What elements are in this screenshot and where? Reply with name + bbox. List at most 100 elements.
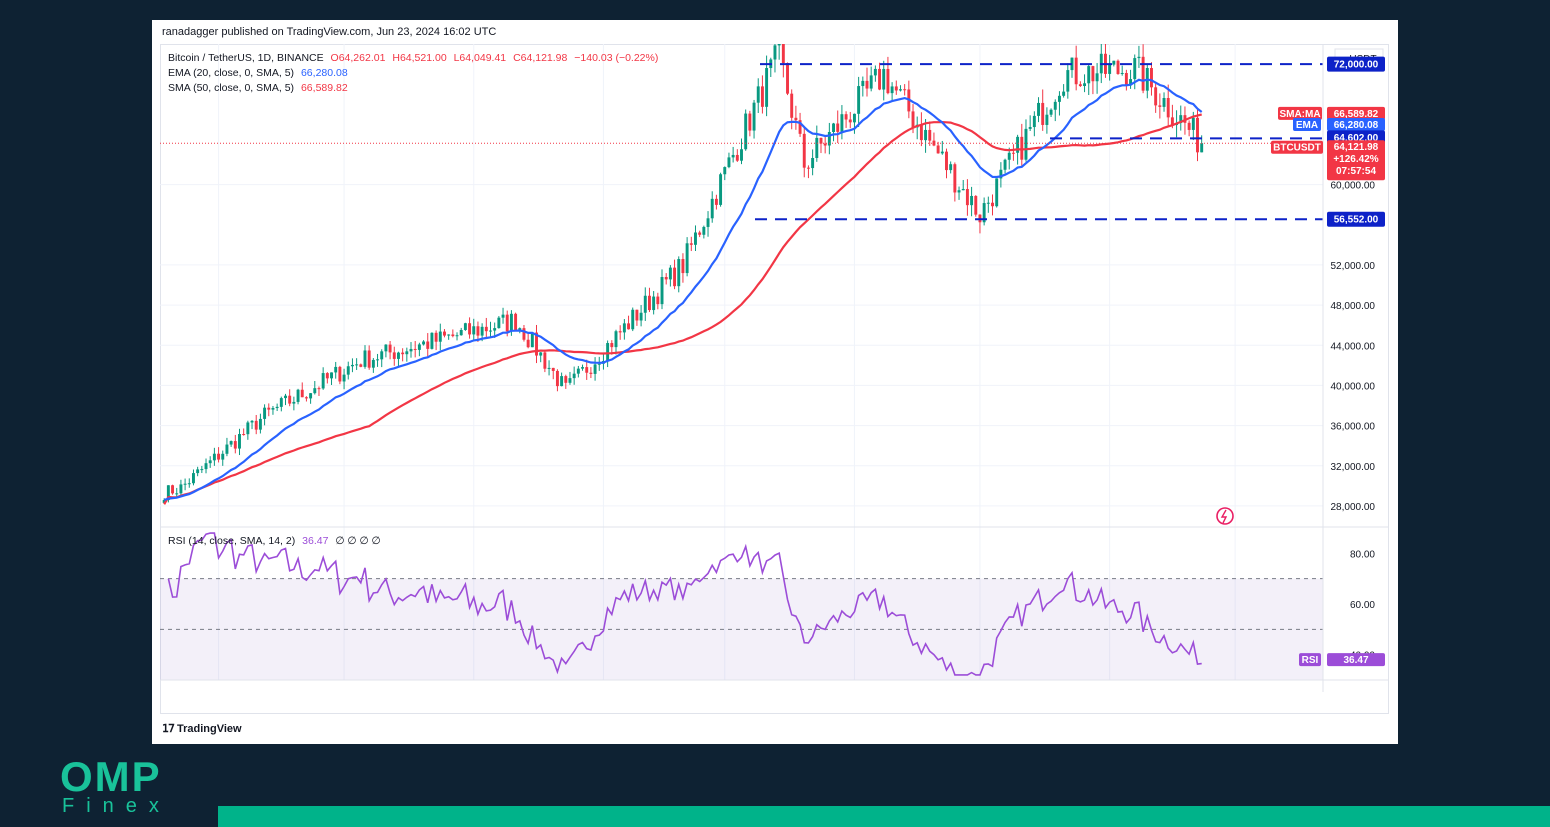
candle-body bbox=[723, 167, 727, 175]
candle-body bbox=[1158, 105, 1162, 107]
candle-body bbox=[229, 441, 233, 445]
candle-body bbox=[694, 232, 697, 245]
candle-body bbox=[1129, 79, 1133, 86]
candle-body bbox=[865, 80, 869, 89]
candle-body bbox=[1032, 115, 1036, 128]
candle-body bbox=[848, 119, 852, 123]
candle-body bbox=[526, 339, 530, 348]
candle-body bbox=[279, 398, 283, 407]
candle-body bbox=[405, 351, 409, 355]
candle-body bbox=[1087, 66, 1091, 84]
candle-body bbox=[1141, 56, 1145, 91]
candle-body bbox=[710, 198, 714, 219]
candle-body bbox=[618, 331, 622, 333]
candle-body bbox=[451, 334, 455, 337]
candle-body bbox=[1011, 152, 1015, 154]
candle-body bbox=[371, 359, 375, 368]
legend-close: C64,121.98 bbox=[513, 52, 568, 64]
candle-body bbox=[643, 295, 647, 313]
candle-body bbox=[928, 129, 932, 141]
candle-body bbox=[664, 277, 668, 280]
tradingview-logo[interactable]: 𝟣𝟩 TradingView bbox=[162, 722, 242, 735]
price-chart[interactable]: 60,000.00 52,000.00 48,000.00 44,000.00 40,0… bbox=[160, 44, 1390, 692]
candle-body bbox=[233, 441, 237, 449]
candle-body bbox=[961, 189, 965, 191]
candle-body bbox=[367, 350, 371, 368]
candle-body bbox=[1007, 152, 1011, 160]
candle-body bbox=[647, 295, 651, 311]
candle-body bbox=[668, 267, 672, 280]
tag-ema-label-bg bbox=[1293, 118, 1321, 132]
candle-body bbox=[1095, 73, 1099, 82]
candle-body bbox=[530, 332, 534, 348]
candle-body bbox=[346, 366, 350, 375]
candle-body bbox=[463, 323, 467, 330]
price-tags: 72,000.00 SMA:MA 66,589.82 EMA 66,280.08 64,6… bbox=[1216, 56, 1385, 667]
candle-body bbox=[396, 352, 400, 359]
candle-body bbox=[179, 484, 183, 494]
tag-btc-label: BTCUSDT bbox=[1273, 143, 1321, 154]
candle-body bbox=[698, 232, 702, 235]
candle-body bbox=[585, 367, 589, 373]
legend-sma-label: SMA (50, close, 0, SMA, 5) bbox=[168, 82, 295, 94]
candle-body bbox=[861, 80, 865, 87]
candle-body bbox=[965, 189, 969, 206]
candle-body bbox=[288, 395, 292, 404]
legend-ema-row: EMA (20, close, 0, SMA, 5) 66,280.08 bbox=[168, 67, 352, 79]
candle-body bbox=[543, 352, 547, 369]
candle-body bbox=[1179, 115, 1183, 124]
candle-body bbox=[1162, 97, 1166, 107]
candle-body bbox=[614, 331, 618, 348]
price-tick-label: 40,000.00 bbox=[1331, 381, 1376, 392]
candle-body bbox=[581, 367, 584, 369]
candle-body bbox=[547, 367, 551, 369]
candle-body bbox=[1041, 102, 1045, 125]
candle-body bbox=[719, 174, 723, 205]
candle-body bbox=[706, 218, 710, 227]
candle-body bbox=[175, 493, 179, 495]
candle-body bbox=[677, 259, 681, 287]
candle-body bbox=[932, 140, 936, 146]
candle-body bbox=[832, 123, 836, 133]
candle-body bbox=[325, 373, 329, 379]
candle-body bbox=[359, 364, 363, 367]
candle-body bbox=[899, 89, 902, 91]
candle-body bbox=[551, 367, 555, 371]
candle-body bbox=[330, 372, 333, 379]
candle-body bbox=[1133, 58, 1137, 80]
candle-body bbox=[417, 344, 421, 350]
candle-body bbox=[271, 408, 275, 410]
candle-body bbox=[518, 328, 522, 331]
candle-body bbox=[1137, 56, 1141, 59]
candle-body bbox=[401, 352, 405, 355]
candle-body bbox=[509, 313, 513, 332]
candle-body bbox=[714, 198, 718, 205]
tag-rsi-label: RSI bbox=[1302, 655, 1319, 666]
price-tick-label: 48,000.00 bbox=[1331, 301, 1376, 312]
legend-open: O64,262.01 bbox=[330, 52, 386, 64]
tag-rsi-label-bg bbox=[1299, 653, 1321, 667]
tag-btc-change: +126.42% bbox=[1333, 154, 1378, 165]
candle-body bbox=[1108, 64, 1112, 74]
rsi-tick-label: 60.00 bbox=[1350, 600, 1375, 611]
rsi-pane bbox=[160, 532, 1323, 681]
candle-body bbox=[317, 388, 321, 390]
candle-body bbox=[443, 331, 446, 336]
candle-body bbox=[974, 195, 978, 215]
legend-rsi-value: 36.47 bbox=[302, 535, 329, 547]
candle-body bbox=[535, 332, 538, 356]
candle-body bbox=[840, 114, 844, 132]
sma50-line bbox=[163, 113, 1203, 505]
candle-body bbox=[622, 323, 626, 333]
candle-body bbox=[819, 137, 823, 144]
tradingview-logo-icon: 𝟣𝟩 bbox=[162, 723, 175, 735]
candle-body bbox=[1028, 127, 1032, 129]
candles bbox=[162, 44, 1204, 503]
candle-body bbox=[284, 395, 287, 399]
candle-body bbox=[627, 323, 631, 330]
candle-body bbox=[991, 202, 994, 207]
candle-body bbox=[760, 86, 764, 107]
candle-body bbox=[275, 406, 279, 409]
candle-body bbox=[660, 277, 664, 305]
candle-body bbox=[250, 420, 254, 423]
